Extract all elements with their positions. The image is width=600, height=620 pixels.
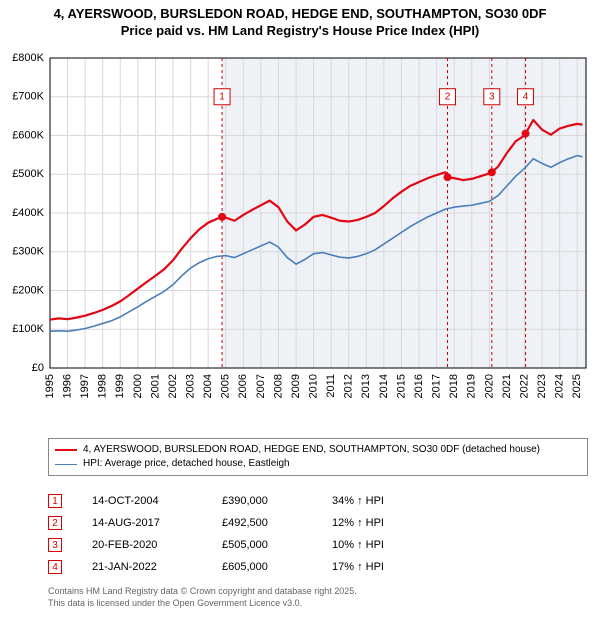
title-line-1: 4, AYERSWOOD, BURSLEDON ROAD, HEDGE END,… bbox=[10, 6, 590, 23]
xtick-label: 2016 bbox=[413, 374, 425, 398]
xtick-label: 2017 bbox=[431, 374, 443, 398]
ytick-label: £200K bbox=[12, 284, 44, 296]
xtick-label: 2004 bbox=[202, 374, 214, 398]
transaction-marker: 1 bbox=[48, 494, 62, 508]
chart-title-block: 4, AYERSWOOD, BURSLEDON ROAD, HEDGE END,… bbox=[0, 0, 600, 42]
license-text: Contains HM Land Registry data © Crown c… bbox=[48, 586, 357, 609]
legend-swatch bbox=[55, 464, 77, 465]
chart-area: £0£100K£200K£300K£400K£500K£600K£700K£80… bbox=[48, 50, 588, 400]
xtick-label: 1997 bbox=[79, 374, 91, 398]
xtick-label: 2022 bbox=[518, 374, 530, 398]
sale-dot bbox=[522, 130, 530, 138]
transaction-marker: 4 bbox=[48, 560, 62, 574]
license-line-1: Contains HM Land Registry data © Crown c… bbox=[48, 586, 357, 598]
ytick-label: £500K bbox=[12, 168, 44, 180]
legend-swatch bbox=[55, 449, 77, 451]
xtick-label: 2011 bbox=[325, 374, 337, 398]
transaction-price: £605,000 bbox=[222, 561, 302, 573]
xtick-label: 2019 bbox=[466, 374, 478, 398]
transaction-marker: 2 bbox=[48, 516, 62, 530]
ytick-label: £800K bbox=[12, 52, 44, 64]
transactions-table: 1 14-OCT-2004 £390,000 34% ↑ HPI 2 14-AUG-201… bbox=[48, 490, 422, 578]
xtick-label: 2012 bbox=[343, 374, 355, 398]
transaction-pct: 34% ↑ HPI bbox=[332, 495, 422, 507]
legend-row: HPI: Average price, detached house, East… bbox=[55, 457, 581, 471]
ytick-label: £0 bbox=[32, 362, 44, 374]
transaction-price: £505,000 bbox=[222, 539, 302, 551]
transaction-row: 4 21-JAN-2022 £605,000 17% ↑ HPI bbox=[48, 556, 422, 578]
legend-label: 4, AYERSWOOD, BURSLEDON ROAD, HEDGE END,… bbox=[83, 443, 540, 457]
xtick-label: 1999 bbox=[114, 374, 126, 398]
ytick-label: £400K bbox=[12, 207, 44, 219]
xtick-label: 2024 bbox=[554, 374, 566, 398]
legend-label: HPI: Average price, detached house, East… bbox=[83, 457, 290, 471]
xtick-label: 2001 bbox=[149, 374, 161, 398]
xtick-label: 2021 bbox=[501, 374, 513, 398]
transaction-date: 14-OCT-2004 bbox=[92, 495, 192, 507]
title-line-2: Price paid vs. HM Land Registry's House … bbox=[10, 23, 590, 40]
xtick-label: 1998 bbox=[97, 374, 109, 398]
transaction-date: 21-JAN-2022 bbox=[92, 561, 192, 573]
transaction-pct: 10% ↑ HPI bbox=[332, 539, 422, 551]
xtick-label: 2010 bbox=[308, 374, 320, 398]
line-chart: £0£100K£200K£300K£400K£500K£600K£700K£80… bbox=[48, 50, 588, 400]
xtick-label: 2002 bbox=[167, 374, 179, 398]
ytick-label: £700K bbox=[12, 91, 44, 103]
xtick-label: 2009 bbox=[290, 374, 302, 398]
ytick-label: £600K bbox=[12, 129, 44, 141]
xtick-label: 2006 bbox=[237, 374, 249, 398]
sale-marker-num: 4 bbox=[523, 91, 529, 102]
xtick-label: 2014 bbox=[378, 374, 390, 398]
xtick-label: 2025 bbox=[571, 374, 583, 398]
xtick-label: 2003 bbox=[184, 374, 196, 398]
sale-dot bbox=[488, 168, 496, 176]
xtick-label: 1996 bbox=[61, 374, 73, 398]
sale-marker-num: 1 bbox=[219, 91, 225, 102]
ytick-label: £100K bbox=[12, 323, 44, 335]
xtick-label: 2005 bbox=[220, 374, 232, 398]
legend-row: 4, AYERSWOOD, BURSLEDON ROAD, HEDGE END,… bbox=[55, 443, 581, 457]
sale-dot bbox=[218, 213, 226, 221]
xtick-label: 2020 bbox=[483, 374, 495, 398]
xtick-label: 2018 bbox=[448, 374, 460, 398]
license-line-2: This data is licensed under the Open Gov… bbox=[48, 598, 357, 610]
transaction-row: 3 20-FEB-2020 £505,000 10% ↑ HPI bbox=[48, 534, 422, 556]
xtick-label: 1995 bbox=[44, 374, 56, 398]
legend-box: 4, AYERSWOOD, BURSLEDON ROAD, HEDGE END,… bbox=[48, 438, 588, 476]
transaction-price: £390,000 bbox=[222, 495, 302, 507]
xtick-label: 2023 bbox=[536, 374, 548, 398]
transaction-pct: 17% ↑ HPI bbox=[332, 561, 422, 573]
sale-dot bbox=[444, 173, 452, 181]
xtick-label: 2013 bbox=[360, 374, 372, 398]
xtick-label: 2015 bbox=[395, 374, 407, 398]
transaction-row: 1 14-OCT-2004 £390,000 34% ↑ HPI bbox=[48, 490, 422, 512]
xtick-label: 2007 bbox=[255, 374, 267, 398]
xtick-label: 2000 bbox=[132, 374, 144, 398]
transaction-date: 20-FEB-2020 bbox=[92, 539, 192, 551]
transaction-date: 14-AUG-2017 bbox=[92, 517, 192, 529]
sale-marker-num: 3 bbox=[489, 91, 495, 102]
transaction-price: £492,500 bbox=[222, 517, 302, 529]
ytick-label: £300K bbox=[12, 246, 44, 258]
transaction-row: 2 14-AUG-2017 £492,500 12% ↑ HPI bbox=[48, 512, 422, 534]
transaction-pct: 12% ↑ HPI bbox=[332, 517, 422, 529]
xtick-label: 2008 bbox=[272, 374, 284, 398]
sale-marker-num: 2 bbox=[445, 91, 451, 102]
transaction-marker: 3 bbox=[48, 538, 62, 552]
